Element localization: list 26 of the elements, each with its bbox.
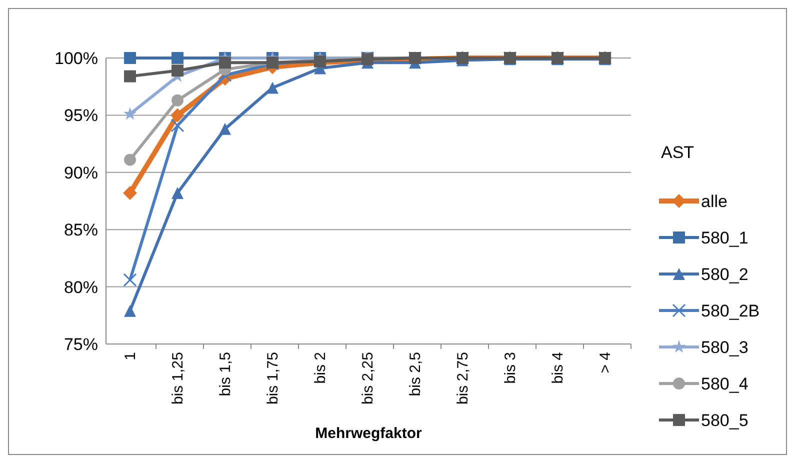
- x-tick-label: bis 1,25: [170, 352, 186, 405]
- legend-label: alle: [701, 192, 728, 211]
- y-tick-label: 75%: [64, 334, 98, 354]
- legend-title: AST: [661, 143, 694, 162]
- x-tick-label: bis 3: [502, 352, 519, 384]
- x-tick-label: bis 2,25: [360, 352, 376, 405]
- x-tick-label: bis 4: [550, 352, 566, 384]
- y-tick-label: 100%: [54, 48, 98, 68]
- x-tick-label: bis 1,75: [264, 352, 282, 405]
- legend-label: 580_3: [701, 338, 748, 357]
- legend-label: 580_1: [701, 228, 748, 248]
- x-tick-label: bis 2,5: [407, 352, 424, 396]
- y-tick-label: 90%: [64, 163, 98, 182]
- legend-label: 580_5: [701, 410, 748, 430]
- x-tick-label: bis 2,75: [454, 352, 472, 405]
- legend-label: 580_2: [701, 264, 748, 284]
- x-tick-label: bis 1,5: [217, 352, 234, 396]
- x-axis-title: Mehrwegfaktor: [315, 425, 422, 442]
- y-tick-label: 85%: [64, 220, 98, 240]
- x-tick-label: bis 2: [312, 352, 329, 384]
- y-tick-label: 80%: [64, 278, 98, 297]
- x-tick-label: > 4: [597, 352, 614, 374]
- x-tick-label: 1: [122, 352, 139, 360]
- y-tick-label: 95%: [64, 106, 98, 126]
- legend-label: 580_2B: [701, 301, 760, 320]
- legend-label: 580_4: [701, 374, 748, 394]
